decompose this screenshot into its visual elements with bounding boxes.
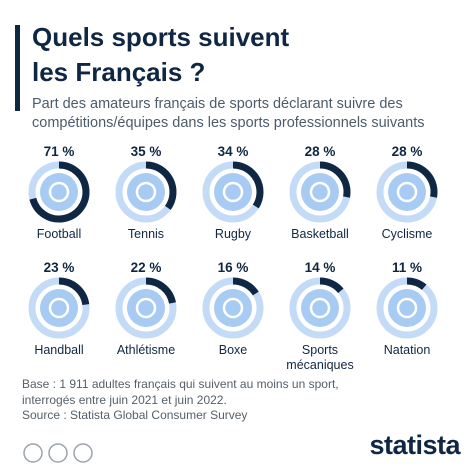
icon-disc	[388, 173, 426, 211]
ring-arc	[29, 161, 90, 223]
value-label: 14 %	[304, 260, 336, 275]
icon-disc	[127, 289, 165, 327]
category-label: Natation	[383, 343, 431, 357]
category-label: Basketball	[291, 227, 349, 241]
category-label: Cyclisme	[381, 227, 433, 241]
category-label: Boxe	[218, 343, 248, 357]
accent-bar	[15, 25, 20, 111]
category-label: Football	[36, 227, 82, 241]
icon-disc	[214, 173, 252, 211]
icon	[222, 181, 244, 203]
ring-arc	[145, 161, 177, 210]
category-label: Tennis	[127, 227, 165, 241]
ring-arc	[406, 161, 438, 198]
value-label: 23 %	[43, 260, 75, 275]
logo: statista	[369, 430, 460, 460]
icon	[222, 297, 244, 319]
value-label: 28 %	[391, 144, 423, 159]
value-label: 35 %	[130, 144, 162, 159]
value-label: 16 %	[217, 260, 249, 275]
icon-disc	[214, 289, 252, 327]
note: Base : 1 911 adultes français qui suiven…	[22, 377, 339, 407]
icon	[309, 181, 331, 203]
value-label: 11 %	[391, 260, 423, 275]
icon	[48, 181, 70, 203]
icon-disc	[127, 173, 165, 211]
icon	[396, 181, 418, 203]
chart-subtitle: Part des amateurs français de sports déc…	[32, 96, 425, 131]
icon	[396, 297, 418, 319]
ring-arc	[406, 277, 427, 291]
icon-disc	[388, 289, 426, 327]
ring-arc	[319, 277, 344, 294]
license-icons	[23, 443, 93, 463]
ring-arc	[58, 277, 90, 306]
category-label: Handball	[34, 343, 84, 357]
ring-arc	[145, 277, 176, 304]
ring-arc	[232, 277, 259, 296]
icon	[135, 181, 157, 203]
icon-disc	[40, 173, 78, 211]
ring-arc	[319, 161, 351, 198]
category-label: Athlétisme	[116, 343, 176, 357]
ring-arc	[232, 161, 264, 209]
icon-disc	[301, 289, 339, 327]
icon	[48, 297, 70, 319]
chart-title: Quels sports suivent les Français ?	[32, 22, 290, 87]
value-label: 34 %	[217, 144, 249, 159]
category-label: Rugby	[214, 227, 252, 241]
source: Source : Statista Global Consumer Survey	[22, 408, 248, 422]
icon	[135, 297, 157, 319]
category-label: Sports mécaniques	[286, 343, 354, 372]
value-label: 22 %	[130, 260, 162, 275]
value-label: 71 %	[43, 144, 75, 159]
icon-disc	[40, 289, 78, 327]
value-label: 28 %	[304, 144, 336, 159]
icon-disc	[301, 173, 339, 211]
icon	[309, 297, 331, 319]
